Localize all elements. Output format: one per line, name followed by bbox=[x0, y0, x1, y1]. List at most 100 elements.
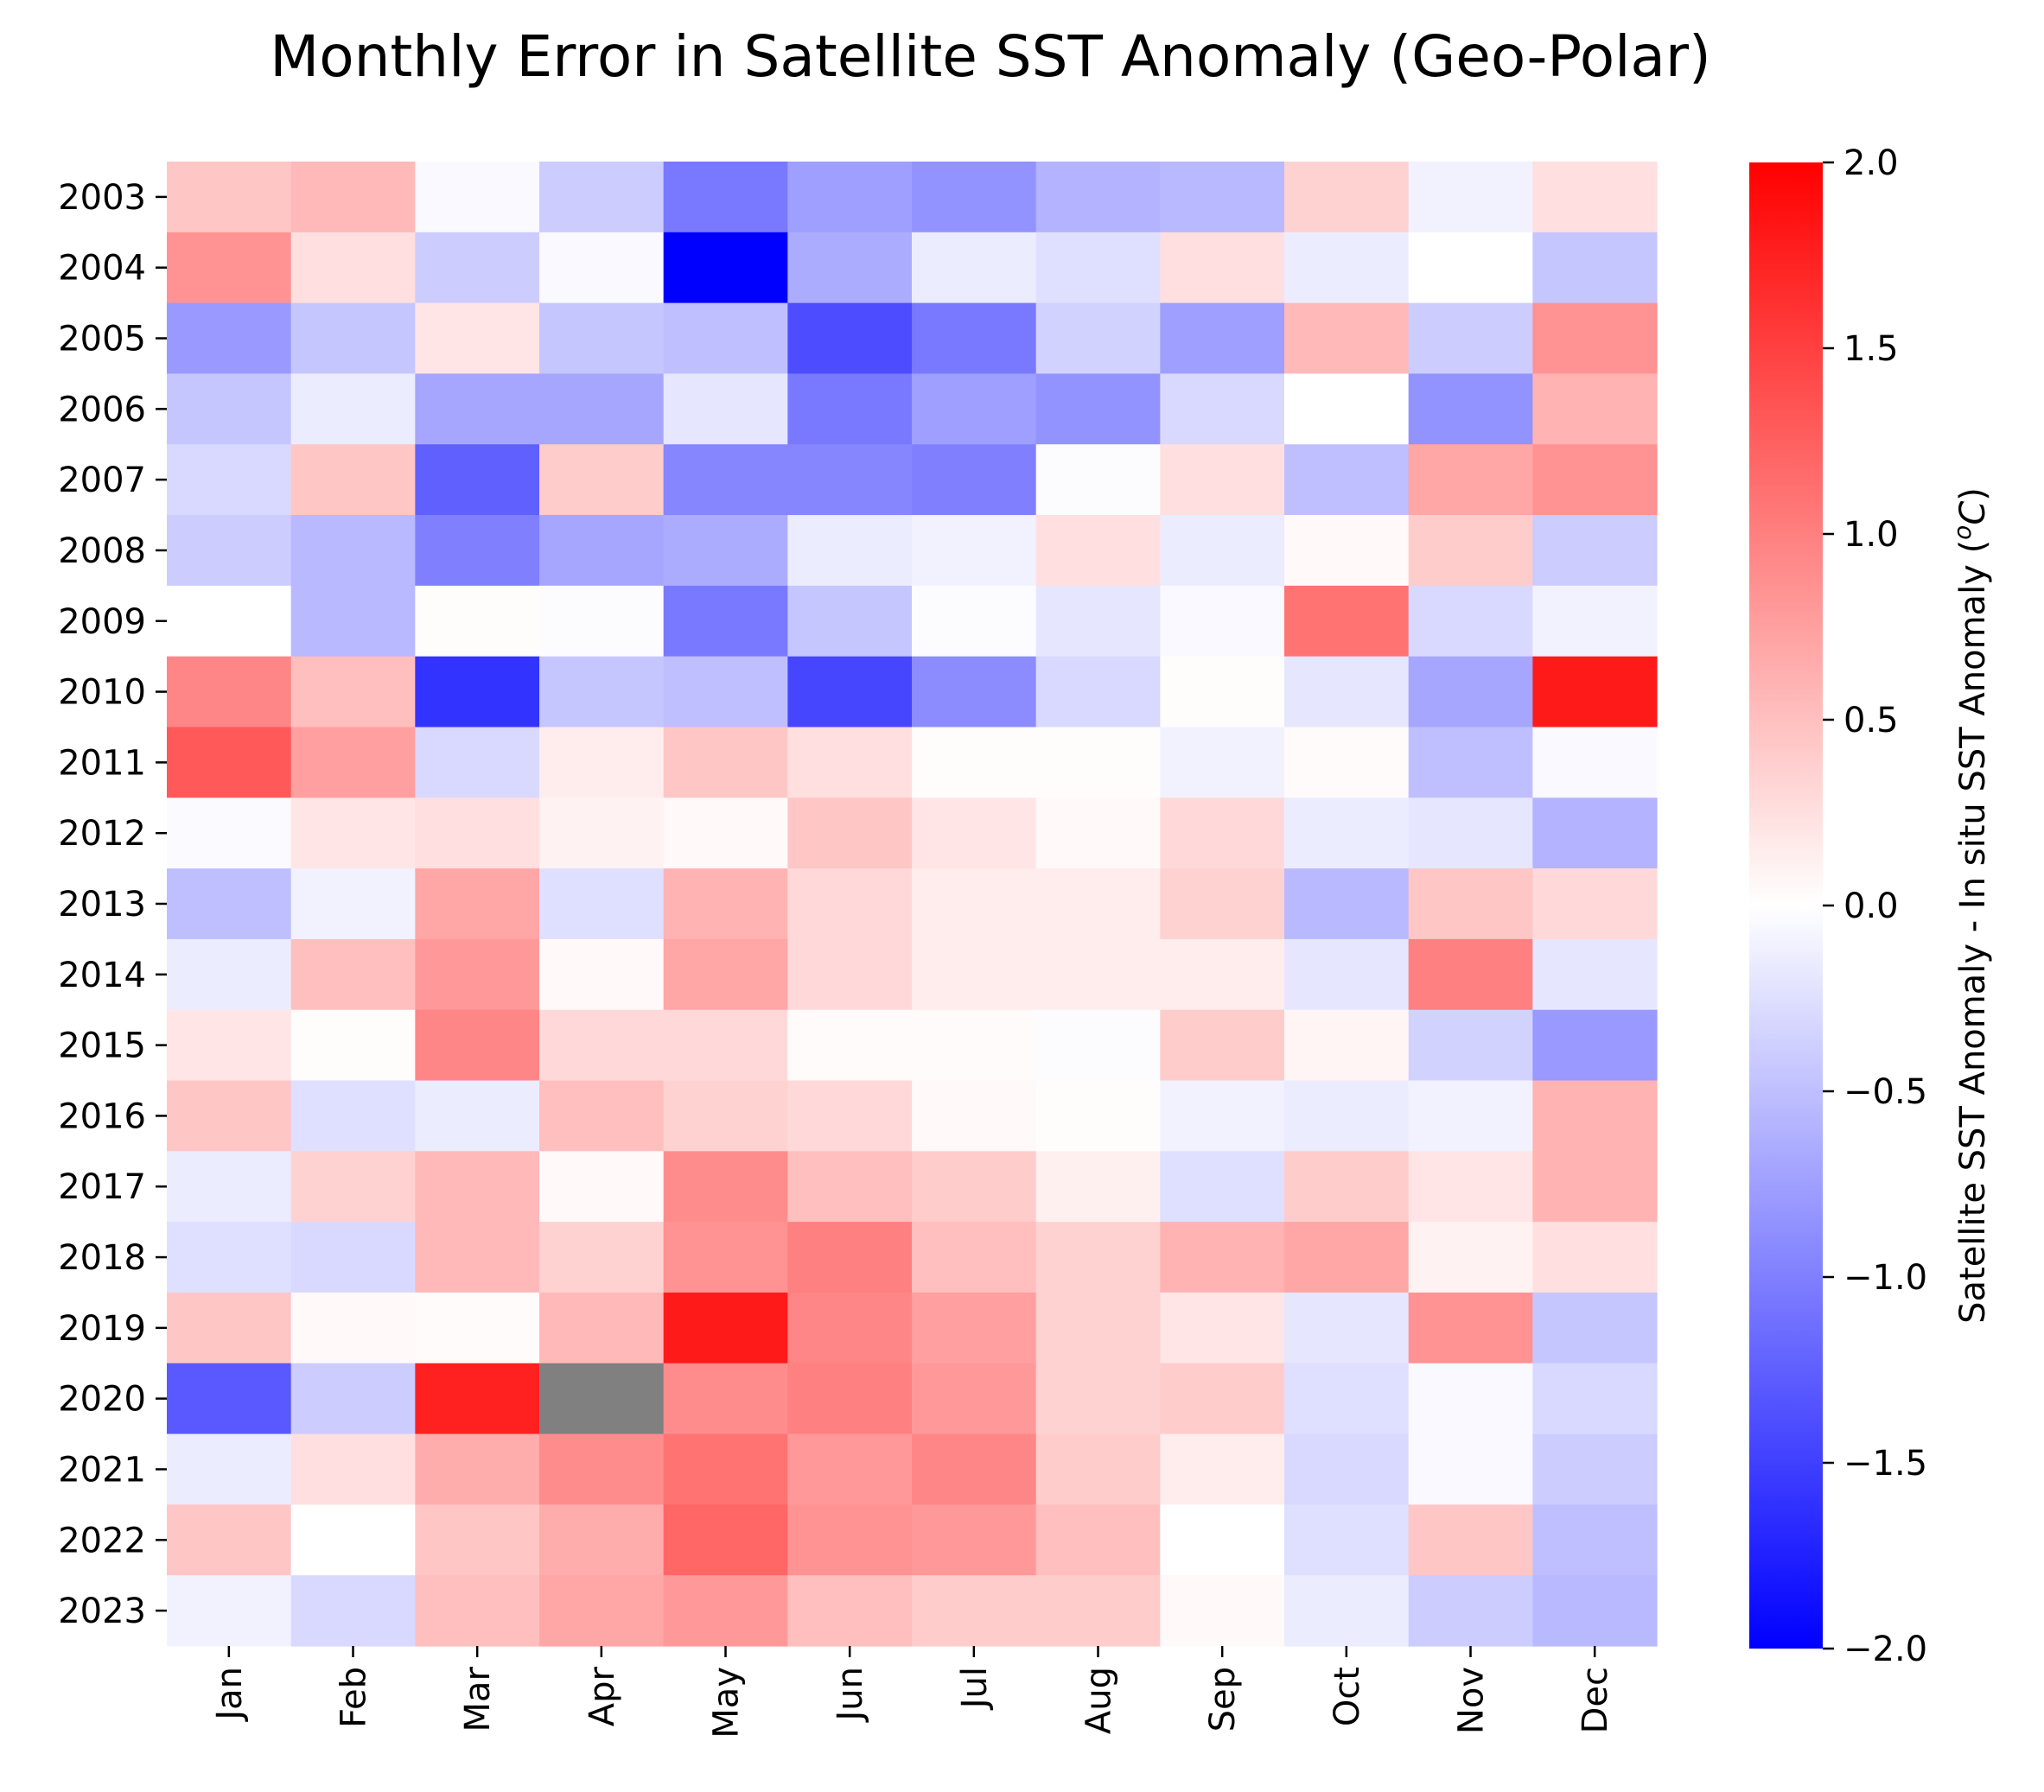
heatmap-cell bbox=[1035, 727, 1161, 798]
heatmap-cell bbox=[663, 232, 788, 304]
heatmap-cell bbox=[1408, 444, 1533, 516]
heatmap-cell bbox=[167, 727, 292, 798]
heatmap-cell bbox=[1408, 1433, 1533, 1505]
heatmap-cell bbox=[1160, 1433, 1285, 1505]
y-tick-label: 2003 bbox=[58, 178, 146, 218]
heatmap-cell bbox=[787, 938, 913, 1011]
heatmap-cell bbox=[1035, 1222, 1161, 1293]
heatmap-cell bbox=[1160, 1363, 1285, 1435]
y-tick-label: 2021 bbox=[58, 1450, 146, 1490]
heatmap-cell bbox=[1160, 302, 1285, 375]
heatmap-cell bbox=[787, 798, 913, 869]
heatmap-cell bbox=[1408, 1575, 1533, 1647]
heatmap-cell bbox=[1035, 938, 1161, 1011]
heatmap-cell bbox=[1532, 656, 1658, 728]
heatmap-cell bbox=[1160, 373, 1285, 445]
heatmap-cell bbox=[167, 1222, 292, 1293]
heatmap-cell bbox=[1532, 585, 1658, 658]
heatmap-cell bbox=[912, 1363, 1037, 1435]
heatmap-cell bbox=[539, 1222, 665, 1293]
heatmap-cell bbox=[1532, 1292, 1658, 1364]
heatmap-cell bbox=[415, 798, 540, 869]
heatmap-cell bbox=[167, 868, 292, 940]
heatmap-cell bbox=[912, 162, 1037, 233]
heatmap-cell bbox=[290, 1009, 416, 1082]
colorbar bbox=[1749, 162, 1823, 1649]
y-tick-label: 2004 bbox=[58, 249, 146, 289]
heatmap-cell bbox=[1160, 1009, 1285, 1082]
y-tick-label: 2011 bbox=[58, 743, 146, 783]
heatmap-cell bbox=[1160, 798, 1285, 869]
y-axis: 2003 2004 2005 2006 2007 2008 2009 2010 2011 2012… bbox=[58, 178, 167, 1631]
heatmap-cell bbox=[1035, 868, 1161, 940]
heatmap-cell bbox=[539, 585, 665, 658]
heatmap-cell bbox=[787, 232, 913, 304]
heatmap-cell bbox=[290, 1151, 416, 1223]
x-tick-label: Oct bbox=[1328, 1667, 1367, 1726]
heatmap-cell bbox=[1408, 1151, 1533, 1223]
heatmap-cell bbox=[1284, 1151, 1410, 1223]
colorbar-tick-label: 2.0 bbox=[1843, 143, 1899, 183]
heatmap-cell bbox=[1408, 656, 1533, 728]
heatmap-cell bbox=[290, 515, 416, 587]
heatmap-cell bbox=[787, 373, 913, 445]
y-tick-label: 2020 bbox=[58, 1380, 146, 1420]
heatmap-cell bbox=[1284, 868, 1410, 940]
heatmap-cell bbox=[787, 1363, 913, 1435]
heatmap-cell bbox=[1160, 727, 1285, 798]
heatmap-cell bbox=[167, 1504, 292, 1576]
heatmap-cell bbox=[415, 302, 540, 375]
heatmap-cell bbox=[663, 1009, 788, 1082]
heatmap-cell bbox=[167, 585, 292, 658]
y-tick-label: 2016 bbox=[58, 1096, 146, 1136]
heatmap-cell bbox=[290, 373, 416, 445]
heatmap-cell bbox=[663, 515, 788, 587]
x-tick-label: Sep bbox=[1203, 1667, 1243, 1732]
heatmap-cell bbox=[1284, 232, 1410, 304]
x-tick-label: May bbox=[707, 1667, 747, 1738]
colorbar-tick-label: −0.5 bbox=[1843, 1072, 1927, 1112]
heatmap-cell bbox=[1284, 798, 1410, 869]
heatmap-cell bbox=[539, 798, 665, 869]
heatmap-cell bbox=[1284, 585, 1410, 658]
heatmap-cell bbox=[167, 1575, 292, 1647]
heatmap-cell bbox=[415, 1151, 540, 1223]
y-tick-label: 2010 bbox=[58, 673, 146, 713]
colorbar-label-close: ) bbox=[1953, 487, 1993, 501]
colorbar-tick-label: −2.0 bbox=[1843, 1630, 1927, 1669]
heatmap-cell bbox=[912, 1504, 1037, 1576]
heatmap-cell bbox=[787, 1433, 913, 1505]
heatmap-cell bbox=[1284, 1080, 1410, 1152]
heatmap-cell bbox=[1532, 1222, 1658, 1293]
heatmap-cell bbox=[663, 1363, 788, 1435]
heatmap-cell bbox=[290, 1292, 416, 1364]
heatmap-cell bbox=[539, 1009, 665, 1082]
heatmap-cell bbox=[539, 656, 665, 728]
heatmap-cell bbox=[1408, 373, 1533, 445]
x-tick-label: Nov bbox=[1452, 1667, 1492, 1734]
y-tick-label: 2012 bbox=[58, 814, 146, 854]
colorbar-tick-label: 1.5 bbox=[1843, 329, 1899, 369]
heatmap-cell bbox=[415, 162, 540, 233]
heatmap-cell bbox=[415, 232, 540, 304]
heatmap-cell bbox=[787, 868, 913, 940]
y-tick-label: 2008 bbox=[58, 531, 146, 571]
heatmap-cell bbox=[167, 938, 292, 1011]
heatmap-cell bbox=[167, 1292, 292, 1364]
heatmap-cell bbox=[1035, 1504, 1161, 1576]
y-tick-label: 2019 bbox=[58, 1309, 146, 1349]
heatmap-cell bbox=[1532, 1009, 1658, 1082]
heatmap-cell bbox=[1284, 1222, 1410, 1293]
heatmap-cell bbox=[787, 515, 913, 587]
heatmap-cell bbox=[787, 1080, 913, 1152]
heatmap-cell bbox=[290, 1222, 416, 1293]
heatmap-cells bbox=[167, 162, 1658, 1647]
x-tick-label: Aug bbox=[1079, 1667, 1119, 1734]
y-tick-label: 2015 bbox=[58, 1026, 146, 1066]
colorbar-label: Satellite SST Anomaly - In situ SST Anom… bbox=[1948, 487, 1993, 1324]
heatmap-cell bbox=[1035, 1292, 1161, 1364]
heatmap-cell bbox=[415, 656, 540, 728]
heatmap-cell bbox=[787, 1292, 913, 1364]
heatmap-cell bbox=[539, 232, 665, 304]
heatmap-cell bbox=[663, 938, 788, 1011]
